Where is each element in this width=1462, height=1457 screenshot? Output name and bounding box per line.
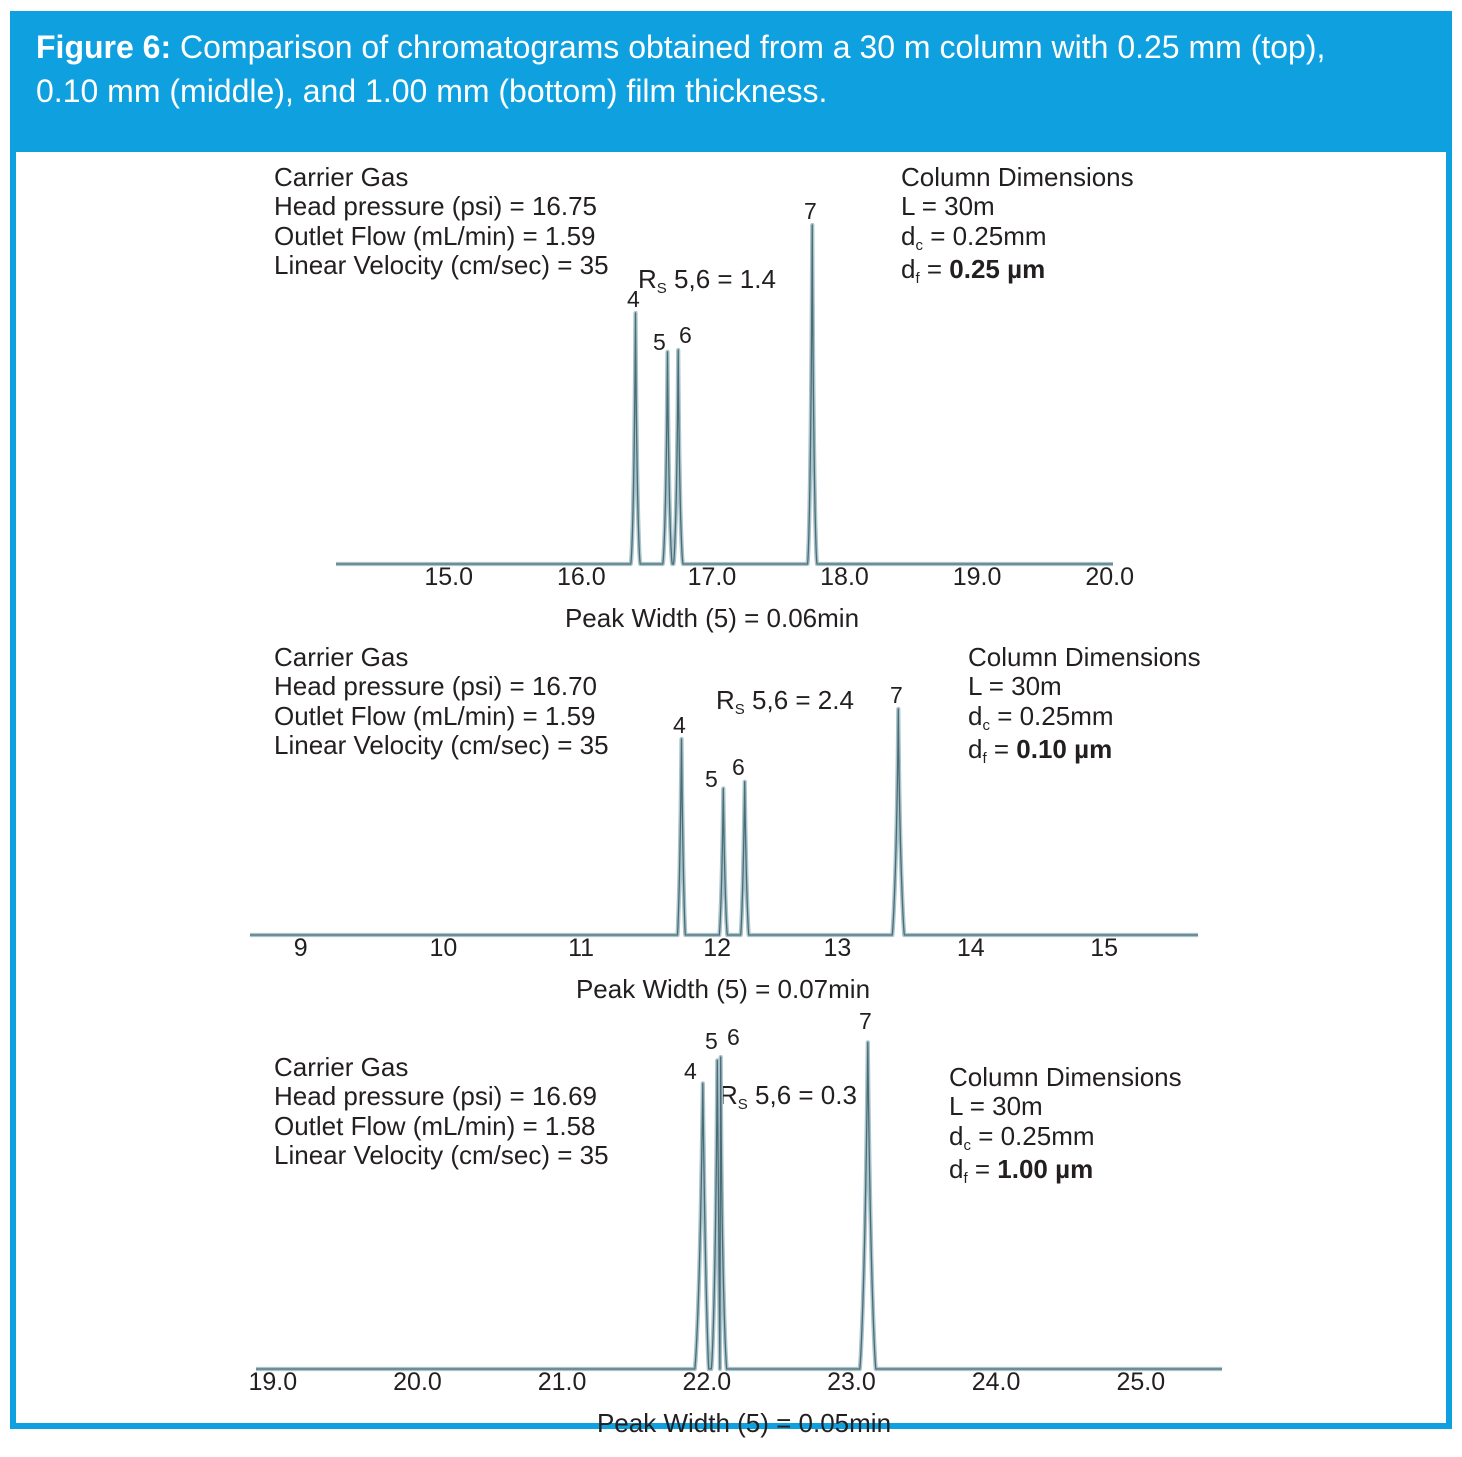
svg-text:6: 6: [732, 754, 745, 780]
svg-text:19.0: 19.0: [248, 1368, 297, 1396]
svg-text:4: 4: [627, 286, 640, 312]
svg-text:20.0: 20.0: [1085, 563, 1134, 591]
svg-text:5: 5: [705, 766, 718, 792]
svg-text:6: 6: [727, 1024, 740, 1050]
svg-text:7: 7: [859, 1008, 872, 1034]
svg-text:7: 7: [804, 198, 817, 224]
svg-text:5: 5: [705, 1028, 718, 1054]
svg-text:9: 9: [294, 934, 308, 962]
svg-text:12: 12: [703, 934, 731, 962]
svg-text:4: 4: [684, 1058, 697, 1084]
svg-text:16.0: 16.0: [557, 563, 606, 591]
svg-text:4: 4: [673, 712, 686, 738]
svg-text:17.0: 17.0: [688, 563, 737, 591]
svg-text:21.0: 21.0: [538, 1368, 587, 1396]
svg-text:6: 6: [679, 322, 692, 348]
svg-text:15: 15: [1090, 934, 1118, 962]
svg-text:23.0: 23.0: [827, 1368, 876, 1396]
svg-text:24.0: 24.0: [972, 1368, 1021, 1396]
svg-text:15.0: 15.0: [424, 563, 473, 591]
svg-text:25.0: 25.0: [1116, 1368, 1165, 1396]
svg-text:10: 10: [429, 934, 457, 962]
svg-text:22.0: 22.0: [682, 1368, 731, 1396]
svg-text:13: 13: [823, 934, 851, 962]
svg-text:20.0: 20.0: [393, 1368, 442, 1396]
svg-text:14: 14: [957, 934, 985, 962]
svg-text:18.0: 18.0: [820, 563, 869, 591]
svg-text:5: 5: [653, 329, 666, 355]
svg-text:11: 11: [568, 934, 594, 962]
svg-text:19.0: 19.0: [953, 563, 1002, 591]
svg-text:7: 7: [890, 682, 903, 708]
